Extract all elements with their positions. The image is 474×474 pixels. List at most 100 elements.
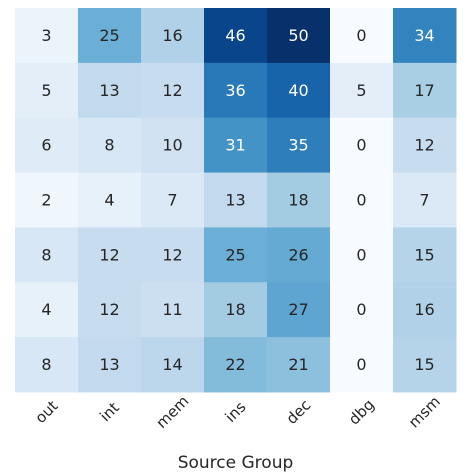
heatmap-cell [78, 8, 142, 64]
heatmap-cell-label: 15 [414, 355, 434, 374]
heatmap-cell [267, 8, 331, 64]
heatmap-cell-label: 18 [288, 190, 308, 209]
heatmap-cell-label: 17 [414, 81, 434, 100]
x-tick-label: dbg [345, 395, 378, 428]
heatmap-cell-label: 0 [356, 190, 366, 209]
heatmap-cell [267, 227, 331, 283]
heatmap-cell [330, 117, 394, 174]
heatmap-cell [330, 282, 394, 338]
heatmap-cell [141, 8, 205, 64]
heatmap-cell-label: 5 [356, 81, 366, 100]
heatmap-cell-label: 12 [99, 300, 119, 319]
heatmap-cell [78, 62, 142, 119]
heatmap-cell [141, 117, 205, 174]
heatmap-cell-label: 46 [225, 26, 245, 45]
heatmap-cell-label: 13 [99, 355, 119, 374]
heatmap-cell-label: 12 [162, 81, 182, 100]
heatmap-cell [141, 227, 205, 283]
heatmap-cell [15, 172, 79, 228]
heatmap-cell [78, 117, 142, 174]
heatmap-cell [267, 172, 331, 228]
heatmap-cell-label: 0 [356, 26, 366, 45]
heatmap-cell-label: 12 [99, 245, 119, 264]
heatmap-cell [330, 227, 394, 283]
heatmap-cell-label: 11 [162, 300, 182, 319]
heatmap-cell-label: 12 [162, 245, 182, 264]
heatmap-cell [393, 227, 457, 283]
heatmap-cell-label: 8 [41, 245, 51, 264]
heatmap-cell [393, 8, 457, 64]
heatmap-cell [204, 8, 268, 64]
heatmap-cell [204, 337, 268, 393]
x-tick-label: ins [222, 398, 250, 426]
heatmap-cell-label: 6 [41, 136, 51, 155]
heatmap-cell-label: 8 [104, 136, 114, 155]
heatmap-cell-label: 16 [162, 26, 182, 45]
x-tick-label: int [96, 399, 123, 426]
heatmap-cell [15, 117, 79, 174]
cell-labels-layer: 3 25 16 46 50 0 345 13 12 36 40 5 176 8 10 31 35 0 122 4 7 13… [41, 26, 434, 374]
x-tick-label: dec [283, 396, 315, 428]
heatmap-cell-label: 7 [419, 190, 429, 209]
heatmap-cell [330, 8, 394, 64]
heatmap-cell-label: 22 [225, 355, 245, 374]
heatmap-cell-label: 0 [356, 300, 366, 319]
heatmap-cell-label: 13 [225, 190, 245, 209]
heatmap-cell-label: 5 [41, 81, 51, 100]
heatmap-cell [267, 117, 331, 174]
heatmap-cell [393, 172, 457, 228]
heatmap-cell [393, 337, 457, 393]
heatmap-cell [15, 8, 79, 64]
heatmap-cell [330, 337, 394, 393]
heatmap-cell [204, 172, 268, 228]
heatmap-cell [15, 62, 79, 119]
heatmap-cell [267, 62, 331, 119]
heatmap-cell-label: 0 [356, 355, 366, 374]
x-tick-label: mem [153, 392, 193, 432]
heatmap-cell [141, 172, 205, 228]
heatmap-cell-label: 3 [41, 26, 51, 45]
heatmap-cell [78, 282, 142, 338]
heatmap-cell [204, 282, 268, 338]
heatmap-cell-label: 8 [41, 355, 51, 374]
heatmap-cell-label: 4 [104, 190, 114, 209]
heatmap-cell-label: 16 [414, 300, 434, 319]
heatmap-cell [393, 62, 457, 119]
heatmap-cell [330, 62, 394, 119]
heatmap-cell-label: 2 [41, 190, 51, 209]
heatmap-cell [393, 117, 457, 174]
heatmap-cell-label: 18 [225, 300, 245, 319]
heatmap-cell-label: 34 [414, 26, 434, 45]
heatmap-cell [267, 282, 331, 338]
heatmap-cell [78, 227, 142, 283]
heatmap-cell-label: 27 [288, 300, 308, 319]
heatmap-cell-label: 21 [288, 355, 308, 374]
heatmap-cell-label: 26 [288, 245, 308, 264]
heatmap-cell-label: 0 [356, 245, 366, 264]
heatmap-cell [141, 62, 205, 119]
heatmap-cell-label: 12 [414, 136, 434, 155]
x-tick-label: msm [405, 392, 444, 431]
heatmap-cell-label: 25 [99, 26, 119, 45]
heatmap-cell-label: 36 [225, 81, 245, 100]
heatmap-cell-label: 4 [41, 300, 51, 319]
heatmap-cell-label: 25 [225, 245, 245, 264]
heatmap-cell [204, 117, 268, 174]
heatmap-cell-label: 14 [162, 355, 182, 374]
x-tick-labels: out int mem ins dec dbg msm [31, 392, 444, 432]
heatmap-cell [141, 282, 205, 338]
heatmap-cell [15, 227, 79, 283]
heatmap-cell [267, 337, 331, 393]
cells-layer [15, 8, 457, 393]
heatmap-cell [78, 172, 142, 228]
heatmap-cell-label: 7 [167, 190, 177, 209]
x-axis-title: Source Group [178, 453, 294, 473]
heatmap-cell [204, 62, 268, 119]
heatmap-cell [15, 337, 79, 393]
heatmap-cell-label: 0 [356, 136, 366, 155]
heatmap-cell-label: 31 [225, 136, 245, 155]
heatmap-cell [330, 172, 394, 228]
heatmap-cell-label: 10 [162, 136, 182, 155]
